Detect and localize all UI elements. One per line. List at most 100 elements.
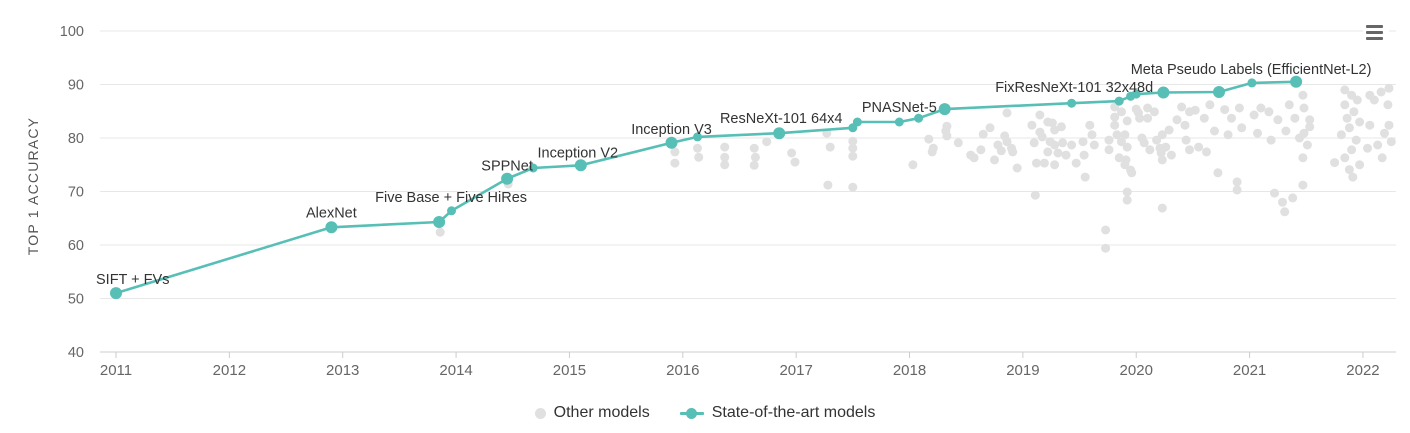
other-model-point[interactable] [1213,168,1223,178]
other-model-point[interactable] [1101,243,1111,253]
other-model-point[interactable] [1152,135,1162,145]
other-model-point[interactable] [1157,155,1167,165]
sota-point[interactable] [1131,89,1141,99]
other-model-point[interactable] [1079,150,1089,160]
other-model-point[interactable] [1110,112,1120,122]
other-model-point[interactable] [1104,135,1114,145]
other-model-point[interactable] [848,143,858,153]
other-model-point[interactable] [670,158,680,168]
other-model-point[interactable] [1256,103,1266,113]
other-model-point[interactable] [848,182,858,192]
other-model-point[interactable] [1223,130,1233,140]
other-model-point[interactable] [1110,120,1120,130]
other-model-point[interactable] [942,131,952,141]
sota-point[interactable] [938,103,951,116]
other-model-point[interactable] [790,157,800,167]
other-model-point[interactable] [1122,195,1132,205]
other-model-point[interactable] [1012,163,1022,173]
other-model-point[interactable] [1273,115,1283,125]
legend-item-other-models[interactable]: Other models [534,404,650,422]
other-model-point[interactable] [1344,123,1354,133]
other-model-point[interactable] [1234,103,1244,113]
other-model-point[interactable] [942,121,952,131]
other-model-point[interactable] [1355,117,1365,127]
other-model-point[interactable] [1232,177,1242,187]
other-model-point[interactable] [1078,137,1088,147]
other-model-point[interactable] [1037,132,1047,142]
other-model-point[interactable] [670,147,680,157]
other-model-point[interactable] [1127,168,1137,178]
sota-point[interactable] [325,221,338,234]
other-model-point[interactable] [848,136,858,146]
other-model-point[interactable] [1298,90,1308,100]
chart-context-menu-button[interactable] [1363,22,1389,43]
other-model-point[interactable] [1249,110,1259,120]
other-model-point[interactable] [1117,137,1126,147]
other-model-point[interactable] [1288,193,1298,203]
other-model-point[interactable] [1157,130,1167,140]
other-model-point[interactable] [1264,107,1274,117]
other-model-point[interactable] [1104,145,1114,155]
other-model-point[interactable] [1039,158,1049,168]
other-model-point[interactable] [1232,185,1242,195]
other-model-point[interactable] [978,129,988,139]
other-model-point[interactable] [825,142,835,152]
other-model-point[interactable] [749,143,759,153]
other-model-point[interactable] [908,160,918,170]
sota-point[interactable] [1213,86,1225,98]
other-model-point[interactable] [1299,103,1309,113]
other-model-point[interactable] [1210,126,1219,136]
other-model-point[interactable] [1330,158,1340,168]
other-model-point[interactable] [1365,120,1375,130]
other-model-point[interactable] [1290,113,1300,123]
other-model-point[interactable] [1177,102,1187,112]
other-model-point[interactable] [1227,113,1236,123]
other-model-point[interactable] [1336,130,1346,140]
other-model-point[interactable] [1085,120,1095,130]
sota-point[interactable] [1157,86,1170,99]
other-model-point[interactable] [924,134,934,144]
other-model-point[interactable] [1149,107,1159,117]
other-model-point[interactable] [1305,122,1315,132]
other-model-point[interactable] [762,137,772,147]
other-model-point[interactable] [1181,135,1191,145]
other-model-point[interactable] [1194,142,1204,152]
other-model-point[interactable] [1270,188,1279,198]
sota-point[interactable] [501,172,514,185]
other-model-point[interactable] [1043,147,1053,157]
other-model-point[interactable] [1112,130,1122,140]
other-model-point[interactable] [976,145,986,155]
other-model-point[interactable] [1002,137,1012,147]
sota-point[interactable] [433,216,446,228]
other-model-point[interactable] [1120,130,1130,140]
other-model-point[interactable] [1342,113,1352,123]
other-model-point[interactable] [990,155,999,165]
other-model-point[interactable] [996,146,1006,156]
sota-point[interactable] [574,159,587,172]
other-model-point[interactable] [1352,95,1362,105]
other-model-point[interactable] [1029,138,1039,148]
other-model-point[interactable] [1122,142,1132,152]
sota-point[interactable] [665,136,678,149]
other-model-point[interactable] [1355,160,1365,170]
other-model-point[interactable] [1122,187,1132,197]
other-model-point[interactable] [1135,113,1145,123]
other-model-point[interactable] [1050,160,1060,170]
other-model-point[interactable] [1035,110,1045,120]
other-model-point[interactable] [1145,145,1155,155]
other-model-point[interactable] [1161,142,1171,152]
other-model-point[interactable] [787,148,797,158]
other-model-point[interactable] [848,151,858,161]
other-model-point[interactable] [1080,172,1090,182]
sota-point[interactable] [1067,98,1077,108]
other-model-point[interactable] [969,153,979,163]
other-model-point[interactable] [1087,130,1097,140]
other-model-point[interactable] [1380,128,1389,138]
other-model-point[interactable] [1305,115,1315,125]
other-model-point[interactable] [1157,203,1167,213]
other-model-point[interactable] [1122,116,1132,126]
other-model-point[interactable] [1061,150,1071,160]
other-model-point[interactable] [1349,107,1359,117]
sota-point[interactable] [693,132,702,142]
other-model-point[interactable] [1121,155,1131,165]
